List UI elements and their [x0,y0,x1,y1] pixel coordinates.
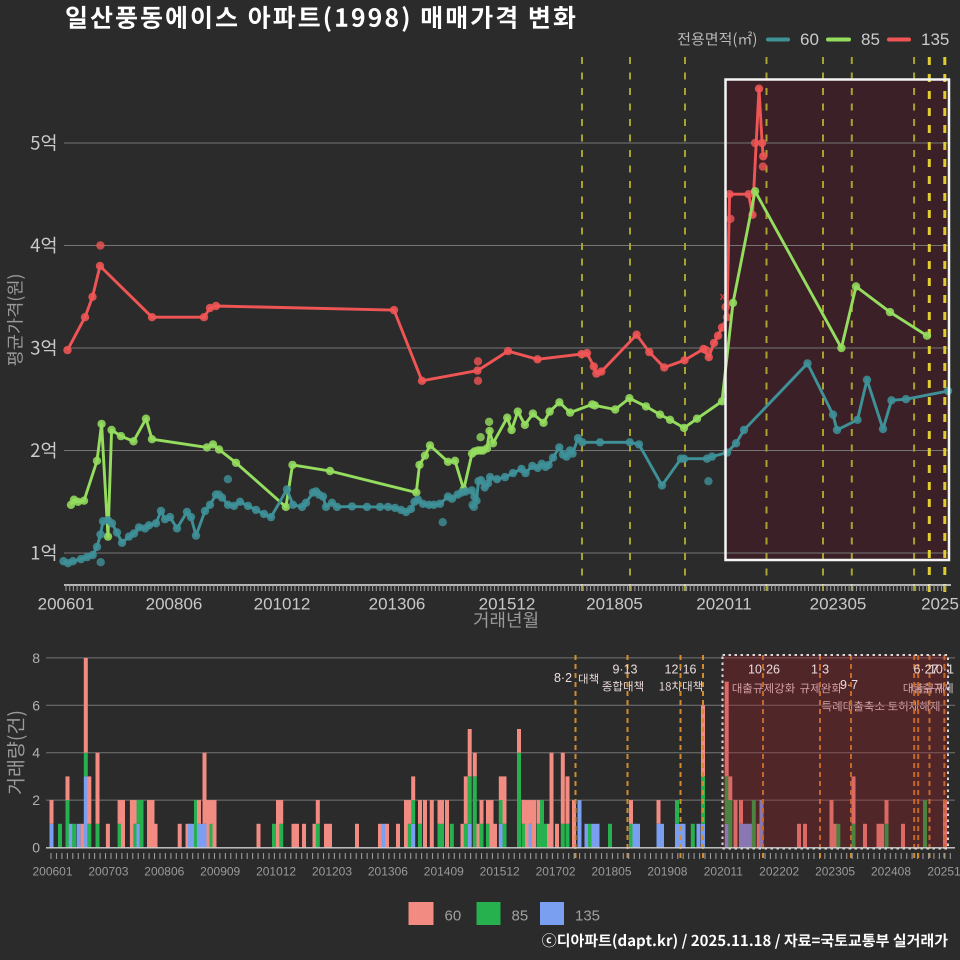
svg-text:201012: 201012 [256,865,296,879]
svg-text:201512: 201512 [479,595,536,614]
svg-text:10·1: 10·1 [929,663,954,677]
svg-text:200806: 200806 [144,865,184,879]
svg-text:6: 6 [32,697,40,713]
svg-text:201409: 201409 [424,865,464,879]
svg-text:2: 2 [32,792,40,808]
svg-text:201512: 201512 [480,865,520,879]
svg-text:85: 85 [512,908,529,925]
svg-text:200601: 200601 [32,865,72,879]
svg-text:2025: 2025 [921,595,959,614]
svg-text:60: 60 [800,30,819,49]
svg-text:12·16: 12·16 [665,663,697,677]
svg-text:200909: 200909 [200,865,240,879]
svg-text:202011: 202011 [704,865,743,879]
svg-text:202305: 202305 [810,595,867,614]
svg-text:9·13: 9·13 [612,663,637,677]
svg-text:202511: 202511 [927,865,960,879]
svg-text:202408: 202408 [871,865,911,879]
svg-text:201306: 201306 [368,865,408,879]
svg-text:200703: 200703 [88,865,128,879]
svg-text:135: 135 [575,908,600,925]
svg-text:201012: 201012 [254,595,311,614]
svg-text:4: 4 [32,745,40,761]
svg-text:85: 85 [861,30,880,49]
svg-text:x: x [720,291,727,303]
svg-text:201203: 201203 [312,865,352,879]
svg-text:201805: 201805 [591,865,631,879]
svg-text:0: 0 [32,840,40,856]
svg-text:200601: 200601 [38,595,95,614]
svg-text:201702: 201702 [536,865,576,879]
svg-text:8·2: 8·2 [554,671,572,685]
svg-text:6·27: 6·27 [913,663,938,677]
svg-text:200806: 200806 [146,595,203,614]
svg-text:60: 60 [445,908,462,925]
svg-text:201908: 201908 [647,865,687,879]
svg-text:201306: 201306 [369,595,426,614]
svg-text:202305: 202305 [815,865,855,879]
svg-text:135: 135 [921,30,949,49]
svg-text:202011: 202011 [696,595,751,614]
svg-text:10·26: 10·26 [748,663,780,677]
svg-text:201805: 201805 [586,595,643,614]
svg-text:202202: 202202 [759,865,799,879]
svg-text:8: 8 [32,650,40,666]
svg-text:9·7: 9·7 [840,678,858,692]
svg-text:1·3: 1·3 [811,663,829,677]
